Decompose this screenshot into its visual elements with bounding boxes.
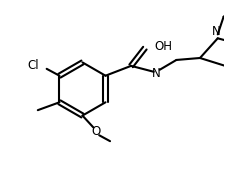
Text: O: O xyxy=(91,125,100,138)
Text: Cl: Cl xyxy=(27,59,39,72)
Text: OH: OH xyxy=(154,40,172,53)
Text: N: N xyxy=(210,25,219,38)
Text: N: N xyxy=(152,67,160,80)
